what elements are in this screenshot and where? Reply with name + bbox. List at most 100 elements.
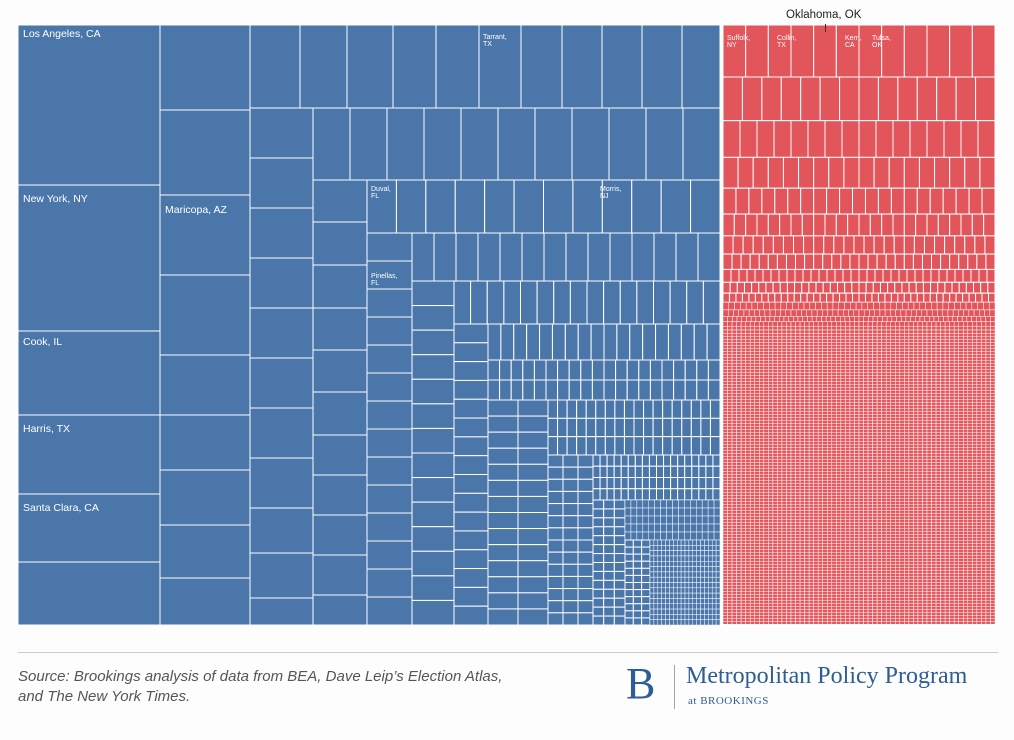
county-tile — [858, 413, 864, 418]
county-tile — [795, 479, 801, 484]
county-tile — [790, 344, 796, 349]
county-tile — [813, 347, 819, 352]
county-tile — [592, 517, 605, 528]
county-tile — [949, 24, 973, 78]
county-tile — [890, 437, 896, 442]
county-tile — [813, 491, 819, 496]
county-tile — [736, 371, 742, 376]
county-tile — [990, 325, 996, 331]
county-tile — [836, 335, 842, 340]
county-tile — [872, 347, 878, 352]
county-tile — [696, 531, 703, 541]
county-tile — [922, 446, 928, 451]
county-tile — [722, 156, 739, 189]
county-tile — [885, 428, 891, 433]
county-tile — [935, 386, 941, 391]
county-tile — [813, 461, 819, 466]
county-tile — [680, 592, 686, 599]
county-tile — [902, 302, 909, 311]
county-tile — [976, 452, 982, 457]
county-tile — [940, 321, 946, 327]
county-tile — [890, 458, 896, 463]
county-tile — [849, 332, 855, 337]
county-tile — [772, 350, 778, 355]
county-tile — [763, 491, 769, 496]
county-tile — [715, 582, 721, 589]
county-tile — [638, 379, 651, 401]
county-tile — [922, 404, 928, 409]
county-tile — [840, 389, 846, 394]
county-tile — [711, 576, 717, 583]
county-tile — [795, 449, 801, 454]
county-tile — [913, 485, 919, 490]
county-tile — [740, 497, 746, 502]
county-tile — [831, 365, 837, 370]
county-tile — [876, 386, 882, 391]
county-tile — [913, 491, 919, 496]
county-tile — [827, 479, 833, 484]
county-tile — [817, 374, 823, 379]
county-tile — [642, 515, 649, 525]
county-tile — [831, 467, 837, 472]
county-tile — [781, 392, 787, 397]
county-tile — [931, 491, 937, 496]
county-tile — [863, 443, 869, 448]
county-tile — [585, 417, 597, 438]
county-tile — [688, 576, 694, 583]
county-tile — [727, 398, 733, 403]
county-tile — [813, 479, 819, 484]
county-tile — [981, 407, 987, 412]
county-tile — [872, 419, 878, 424]
county-tile — [745, 325, 751, 331]
county-tile — [885, 380, 891, 385]
county-tile — [922, 458, 928, 463]
county-tile — [904, 359, 910, 364]
county-tile — [854, 464, 860, 469]
county-tile — [727, 476, 733, 481]
county-tile — [872, 464, 878, 469]
county-tile — [366, 540, 413, 570]
county-tile — [845, 494, 851, 499]
county-tile — [840, 325, 846, 331]
county-tile — [972, 458, 978, 463]
county-tile — [690, 399, 702, 419]
county-tile — [985, 485, 991, 490]
county-tile — [696, 359, 709, 381]
county-tile — [967, 371, 973, 376]
county-tile — [786, 500, 792, 505]
county-tile — [704, 550, 709, 557]
county-tile — [786, 353, 792, 358]
county-tile — [890, 503, 896, 508]
county-tile — [840, 494, 846, 499]
county-tile — [487, 495, 519, 513]
county-tile — [786, 389, 792, 394]
county-tile — [649, 571, 655, 578]
county-tile — [731, 467, 737, 472]
county-tile — [722, 401, 728, 406]
county-tile — [885, 449, 891, 454]
county-tile — [817, 401, 823, 406]
county-tile — [872, 446, 878, 451]
county-tile — [908, 350, 914, 355]
county-tile — [958, 395, 964, 400]
county-tile — [641, 465, 650, 478]
county-tile — [942, 309, 949, 317]
county-tile — [813, 156, 830, 189]
county-tile — [922, 413, 928, 418]
county-tile — [799, 395, 805, 400]
county-tile — [633, 436, 645, 456]
county-tile — [895, 497, 901, 502]
county-tile — [926, 503, 932, 508]
county-tile — [845, 332, 851, 337]
county-tile — [673, 561, 678, 567]
county-tile — [963, 395, 969, 400]
county-tile — [895, 401, 901, 406]
county-tile — [881, 488, 887, 493]
county-tile — [836, 464, 842, 469]
county-tile — [849, 419, 855, 424]
county-tile — [953, 341, 959, 346]
county-tile — [917, 446, 923, 451]
county-tile — [708, 545, 713, 551]
county-tile — [917, 434, 923, 439]
county-tile — [799, 503, 805, 508]
